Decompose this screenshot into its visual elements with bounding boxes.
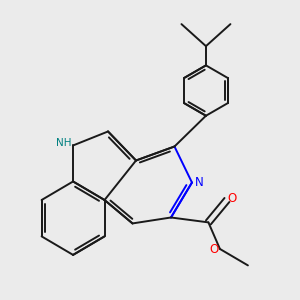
Text: N: N xyxy=(195,176,204,189)
Text: O: O xyxy=(227,192,237,205)
Text: O: O xyxy=(209,243,218,256)
Text: NH: NH xyxy=(56,138,71,148)
